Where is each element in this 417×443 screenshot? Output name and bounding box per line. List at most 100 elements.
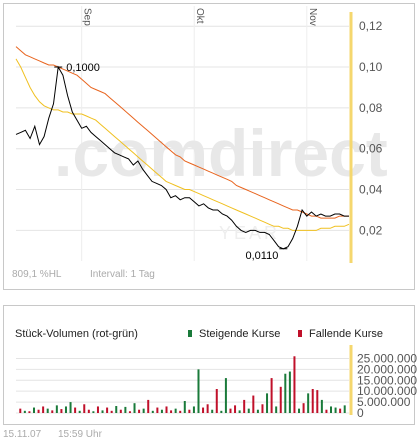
volume-bar — [288, 371, 291, 413]
volume-bar — [60, 409, 63, 413]
volume-bar — [69, 402, 72, 413]
annotation-label: 0,1000 — [66, 62, 100, 74]
volume-bar — [32, 407, 35, 413]
annotation-label: 0,0110 — [246, 250, 279, 262]
volume-bar — [325, 409, 328, 413]
price-annotations: 0,1000 0,0110 — [54, 62, 288, 262]
volume-y-tick-label: 25.000.000 — [357, 351, 417, 365]
volume-bar — [316, 390, 319, 413]
volume-bar — [110, 410, 113, 413]
volume-y-tick-label: 10.000.000 — [357, 384, 417, 398]
legend-rising-label: Steigende Kurse — [199, 328, 280, 340]
volume-bar — [339, 408, 342, 413]
volume-bar — [256, 409, 259, 413]
volume-bars — [19, 356, 346, 413]
volume-bar — [266, 393, 269, 413]
volume-bar — [133, 403, 136, 413]
volume-bar — [37, 409, 40, 413]
volume-bar — [270, 378, 273, 413]
volume-bar — [55, 405, 58, 413]
month-label: Sep — [82, 8, 93, 26]
volume-bar — [320, 399, 323, 413]
volume-bar — [279, 386, 282, 413]
price-series-line — [15, 58, 350, 231]
price-y-tick-label: 0,12 — [359, 19, 383, 33]
volume-bar — [124, 406, 127, 413]
volume-bar — [128, 411, 131, 413]
volume-bar — [87, 409, 90, 413]
volume-bar — [206, 404, 209, 413]
volume-bar — [147, 399, 150, 413]
price-y-tick-label: 0,04 — [359, 183, 383, 197]
volume-bar — [298, 408, 301, 413]
volume-bar — [151, 410, 154, 413]
watermark-subtext: YEAR — [219, 223, 280, 243]
volume-bar — [138, 409, 141, 413]
volume-bar — [243, 399, 246, 413]
volume-bar — [188, 409, 191, 413]
volume-bar — [174, 408, 177, 413]
month-label: Okt — [194, 8, 205, 24]
volume-bar — [92, 411, 95, 413]
volume-bar — [42, 406, 45, 413]
volume-bar — [238, 410, 241, 413]
price-chart-panel: .comdirect YEAR 0,1000 0,0110 0,12 0,10 0,0… — [3, 3, 415, 290]
volume-bar — [170, 410, 173, 413]
volume-bar — [247, 408, 250, 413]
volume-bar — [275, 406, 278, 413]
price-series-line — [15, 46, 349, 219]
watermark-text: .comdirect — [54, 116, 388, 190]
date-label: 15.11.07 — [3, 429, 42, 440]
volume-bar — [46, 408, 49, 413]
volume-bar — [234, 405, 237, 413]
volume-bar — [179, 410, 182, 413]
volume-bar — [160, 409, 163, 413]
price-chart: .comdirect YEAR 0,1000 0,0110 0,12 0,10 0,0… — [15, 6, 388, 263]
volume-grid — [16, 357, 349, 414]
volume-bar — [224, 378, 227, 413]
volume-bar — [142, 408, 145, 413]
volume-bar — [19, 408, 22, 413]
volume-bar — [215, 389, 218, 413]
volume-chart-panel: Stück-Volumen (rot-grün) Steigende Kurse… — [3, 305, 417, 425]
volume-bar — [78, 410, 81, 413]
volume-bar — [261, 404, 264, 413]
volume-y-tick-label: 20.000.000 — [357, 362, 417, 376]
volume-chart: Stück-Volumen (rot-grün) Steigende Kurse… — [15, 328, 417, 420]
volume-bar — [156, 407, 159, 413]
volume-bar — [334, 407, 337, 413]
volume-y-tick-label: 0 — [357, 406, 364, 420]
volume-bar — [51, 410, 54, 413]
volume-bar — [307, 393, 310, 413]
volume-bar — [115, 406, 118, 413]
volume-bar — [330, 406, 333, 413]
volume-bar — [293, 356, 296, 413]
volume-y-axis: 25.000.00020.000.00015.000.00010.000.000… — [349, 345, 417, 420]
price-x-axis: Sep Okt Nov — [82, 8, 318, 26]
month-label: Nov — [307, 8, 318, 26]
volume-bar — [96, 406, 99, 413]
volume-bar — [101, 410, 104, 413]
volume-bar — [284, 373, 287, 413]
volume-bar — [211, 409, 214, 413]
volume-bar — [23, 410, 26, 413]
price-y-tick-label: 0,06 — [359, 142, 383, 156]
volume-title: Stück-Volumen (rot-grün) — [15, 328, 138, 340]
volume-bar — [106, 407, 109, 413]
volume-bar — [229, 408, 232, 413]
watermark: .comdirect YEAR — [54, 116, 388, 243]
volume-bar — [202, 407, 205, 413]
volume-bar — [183, 401, 186, 413]
volume-bar — [28, 411, 31, 413]
interval-label: Intervall: 1 Tag — [90, 269, 155, 280]
price-y-tick-label: 0,10 — [359, 60, 383, 74]
legend-rising-swatch — [188, 330, 192, 337]
volume-bar — [252, 395, 255, 413]
volume-bar — [311, 389, 314, 413]
legend-falling-label: Fallende Kurse — [309, 328, 383, 340]
volume-bar — [64, 406, 67, 413]
price-y-tick-label: 0,08 — [359, 101, 383, 115]
volume-bar — [302, 403, 305, 413]
volume-y-tick-label: 5.000.000 — [357, 395, 411, 409]
volume-bar — [83, 404, 86, 413]
